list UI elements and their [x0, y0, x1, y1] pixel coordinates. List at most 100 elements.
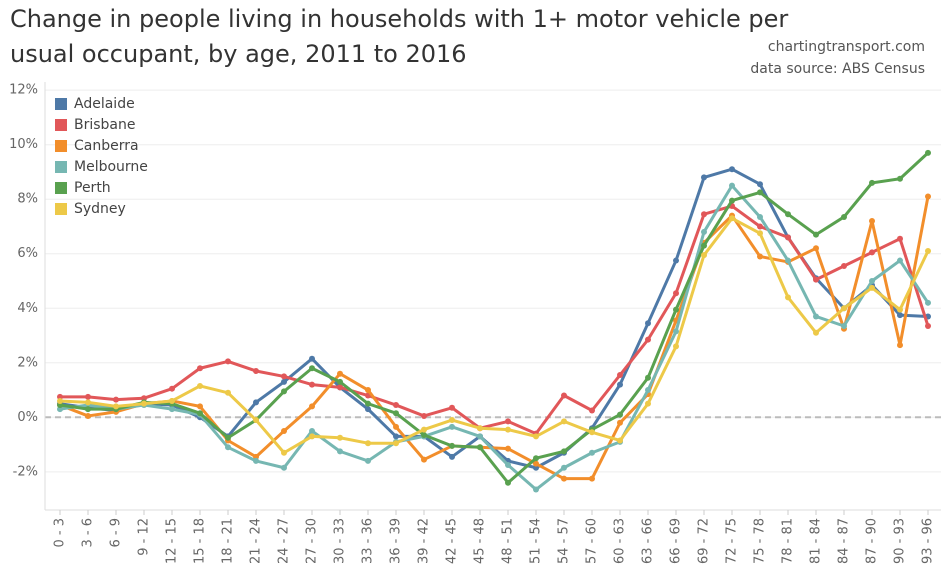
source-note: chartingtransport.com — [768, 39, 925, 55]
data-point — [309, 381, 315, 388]
x-tick-label: 39 - 42 — [417, 518, 432, 564]
data-point — [393, 440, 399, 447]
y-tick-label: 10% — [9, 137, 38, 152]
y-tick-label: -2% — [13, 464, 38, 479]
data-point — [925, 248, 931, 255]
data-point — [617, 437, 623, 444]
data-point — [897, 306, 903, 313]
data-point — [897, 342, 903, 349]
data-point — [309, 365, 315, 372]
x-tick-label: 42 - 45 — [445, 518, 460, 564]
data-point — [449, 453, 455, 460]
data-point — [253, 399, 259, 406]
data-point — [337, 378, 343, 385]
data-point — [281, 449, 287, 456]
legend-swatch — [55, 119, 67, 131]
data-point — [505, 418, 511, 425]
data-point — [449, 442, 455, 449]
data-point — [197, 382, 203, 389]
x-tick-label: 54 - 57 — [557, 518, 572, 564]
y-tick-label: 12% — [9, 83, 38, 98]
data-point — [645, 320, 651, 327]
legend-swatch — [55, 161, 67, 173]
data-point — [505, 445, 511, 452]
data-point — [225, 444, 231, 451]
data-point — [729, 197, 735, 204]
data-point — [645, 400, 651, 407]
data-point — [337, 434, 343, 441]
legend-swatch — [55, 140, 67, 152]
data-point — [85, 412, 91, 419]
data-point — [589, 449, 595, 456]
data-point — [393, 433, 399, 440]
data-point — [309, 433, 315, 440]
data-point — [421, 426, 427, 433]
x-tick-label: 81 - 84 — [809, 518, 824, 564]
data-point — [309, 355, 315, 362]
x-tick-label: 18 - 21 — [221, 518, 236, 564]
legend-label: Canberra — [74, 138, 139, 154]
legend-label: Adelaide — [74, 96, 135, 112]
x-tick-label: 69 - 72 — [697, 518, 712, 564]
data-point — [813, 231, 819, 238]
data-point — [729, 166, 735, 173]
data-point — [925, 149, 931, 156]
legend-label: Melbourne — [74, 159, 148, 175]
data-point — [533, 455, 539, 462]
data-point — [225, 389, 231, 396]
series-line — [59, 184, 930, 492]
data-point — [365, 406, 371, 413]
x-tick-label: 75 - 78 — [753, 518, 768, 564]
series-line — [59, 151, 930, 485]
data-point — [253, 457, 259, 464]
chart-title: Change in people living in households wi… — [10, 5, 789, 68]
data-point — [897, 175, 903, 182]
data-point — [309, 403, 315, 410]
data-point — [561, 418, 567, 425]
data-point — [701, 228, 707, 235]
data-point — [85, 399, 91, 406]
data-point — [785, 257, 791, 264]
data-point — [869, 218, 875, 225]
data-point — [673, 343, 679, 350]
data-point — [757, 213, 763, 220]
data-point — [393, 423, 399, 430]
data-point — [365, 457, 371, 464]
legend-swatch — [55, 98, 67, 110]
legend-label: Brisbane — [74, 117, 136, 133]
x-tick-label: 93 - 96 — [921, 518, 936, 564]
data-point — [113, 403, 119, 410]
data-point — [85, 393, 91, 400]
data-point — [785, 294, 791, 301]
series-line — [59, 216, 930, 455]
data-point — [617, 381, 623, 388]
data-point — [673, 290, 679, 297]
data-point — [337, 448, 343, 455]
legend-swatch — [55, 203, 67, 215]
x-tick-label: 48 - 51 — [501, 518, 516, 564]
series-line — [59, 167, 929, 470]
x-tick-label: 60 - 63 — [613, 518, 628, 564]
data-point — [757, 253, 763, 260]
data-point — [645, 387, 651, 394]
data-point — [701, 242, 707, 249]
x-tick-label: 0 - 3 — [53, 518, 68, 548]
data-point — [869, 249, 875, 256]
data-point — [197, 403, 203, 410]
x-tick-label: 57 - 60 — [585, 518, 600, 564]
data-point — [477, 444, 483, 451]
data-point — [589, 407, 595, 414]
data-point — [393, 410, 399, 417]
x-tick-label: 6 - 9 — [109, 518, 124, 548]
data-point — [253, 367, 259, 374]
data-point — [813, 329, 819, 336]
data-point — [925, 322, 931, 329]
data-point — [421, 412, 427, 419]
data-point — [589, 429, 595, 436]
data-point — [533, 460, 539, 467]
data-point — [897, 312, 903, 319]
x-tick-label: 24 - 27 — [277, 518, 292, 564]
data-point — [365, 440, 371, 447]
